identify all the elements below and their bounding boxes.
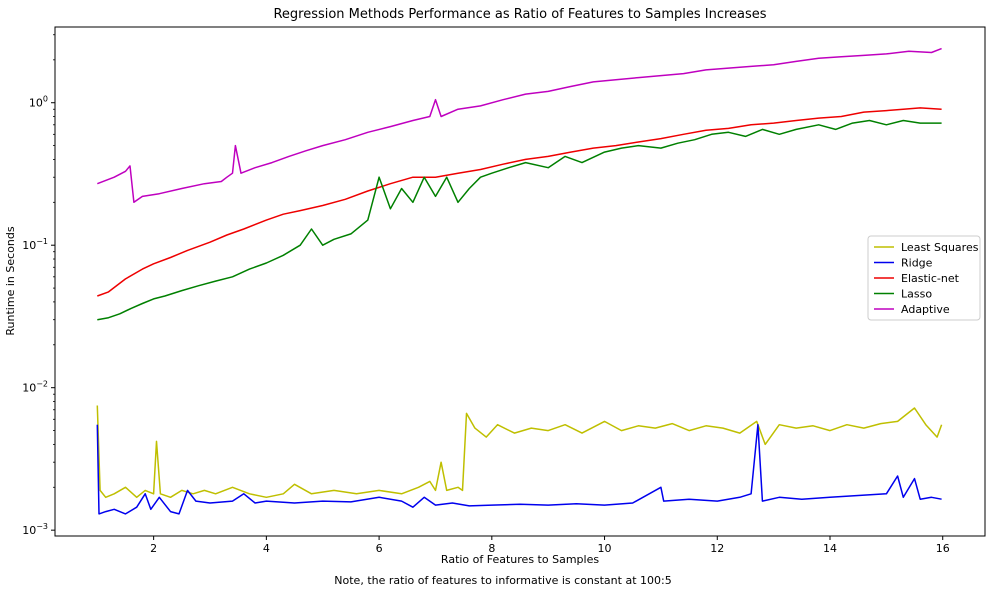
chart-title: Regression Methods Performance as Ratio … — [273, 7, 766, 22]
series-line-4 — [97, 47, 942, 204]
x-tick-label: 8 — [488, 542, 495, 555]
y-tick-label-base: 10 — [22, 382, 36, 395]
y-tick-label: 10−1 — [22, 237, 48, 252]
legend-label: Adaptive — [901, 303, 950, 316]
chart-note: Note, the ratio of features to informati… — [334, 574, 671, 587]
legend-label: Least Squares — [901, 241, 979, 254]
series-line-2 — [97, 107, 942, 297]
x-axis-label: Ratio of Features to Samples — [441, 553, 599, 566]
x-tick-label: 4 — [263, 542, 270, 555]
series-layer — [96, 47, 943, 515]
y-tick-label-base: 10 — [22, 524, 36, 537]
x-tick-label: 16 — [936, 542, 950, 555]
y-tick-label-base: 10 — [22, 239, 36, 252]
x-tick-label: 14 — [823, 542, 837, 555]
y-axis-label: Runtime in Seconds — [4, 226, 17, 335]
legend: Least Squares Ridge Elastic-net Lasso Adapti… — [867, 235, 981, 321]
y-tick-label: 10−3 — [22, 522, 48, 537]
series-line-3 — [97, 119, 942, 321]
y-tick-label: 10−2 — [22, 380, 48, 395]
x-tick-label: 12 — [710, 542, 724, 555]
legend-label: Lasso — [901, 288, 932, 301]
y-tick-label: 100 — [29, 95, 48, 110]
series-line-1 — [96, 423, 942, 515]
legend-label: Elastic-net — [901, 272, 960, 285]
y-tick-label-base: 10 — [29, 97, 43, 110]
legend-label: Ridge — [901, 257, 933, 270]
legend-box — [867, 235, 981, 321]
y-tick-label-exponent: 0 — [43, 95, 48, 104]
x-tick-label: 10 — [598, 542, 612, 555]
y-tick-label-exponent: −2 — [36, 380, 48, 389]
x-tick-label: 6 — [376, 542, 383, 555]
x-tick-label: 2 — [150, 542, 157, 555]
y-tick-label-exponent: −3 — [36, 522, 48, 531]
plot-area — [54, 26, 986, 537]
y-tick-label-exponent: −1 — [36, 237, 48, 246]
series-line-0 — [96, 405, 943, 499]
